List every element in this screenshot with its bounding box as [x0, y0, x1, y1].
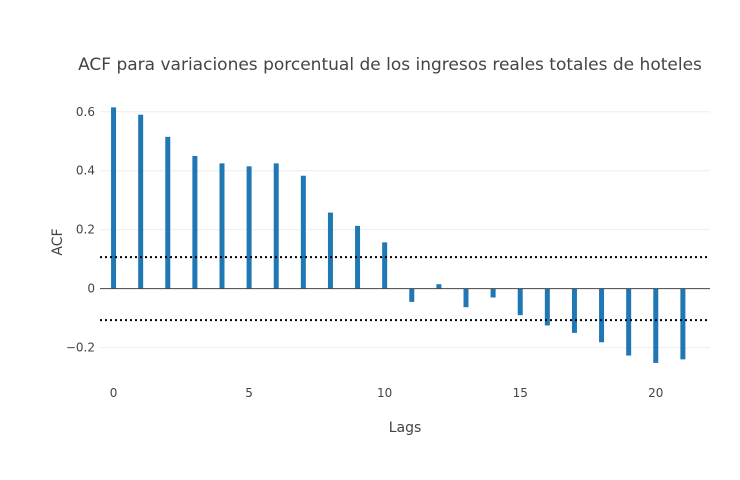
y-tick-label: 0.2 — [76, 223, 95, 237]
y-gridlines — [100, 111, 710, 349]
bars — [111, 107, 686, 363]
acf-bar — [111, 107, 117, 289]
acf-bar — [192, 156, 198, 289]
acf-bar — [436, 284, 442, 289]
acf-bar — [653, 288, 659, 363]
acf-bar — [626, 288, 632, 356]
acf-bar — [273, 163, 279, 289]
x-axis-title: Lags — [389, 420, 422, 436]
acf-bar — [165, 136, 171, 289]
y-axis-title: ACF — [50, 228, 66, 255]
chart-title: ACF para variaciones porcentual de los i… — [78, 55, 702, 75]
acf-bar — [517, 288, 523, 316]
y-tick-label: −0.2 — [66, 341, 95, 355]
acf-bar — [300, 175, 306, 289]
acf-bar — [382, 242, 388, 289]
y-tick-labels: 0.6 0.4 0.2 0 −0.2 — [66, 105, 95, 355]
acf-bar — [219, 163, 225, 289]
acf-bar — [246, 166, 252, 289]
x-tick-label: 15 — [513, 386, 528, 400]
x-tick-label: 10 — [377, 386, 392, 400]
acf-bar — [571, 288, 577, 333]
acf-bar — [544, 288, 550, 326]
y-tick-label: 0 — [87, 282, 95, 296]
x-tick-label: 20 — [648, 386, 663, 400]
x-tick-labels: 0 5 10 15 20 — [110, 386, 664, 400]
confidence-bands — [100, 256, 710, 322]
acf-bar — [463, 288, 469, 308]
acf-bar — [680, 288, 686, 360]
x-tick-label: 5 — [245, 386, 253, 400]
acf-bar — [138, 114, 144, 289]
y-tick-label: 0.4 — [76, 164, 95, 178]
y-tick-label: 0.6 — [76, 105, 95, 119]
acf-bar — [599, 288, 605, 343]
acf-bar — [490, 288, 496, 298]
acf-bar — [409, 288, 415, 302]
acf-bar — [355, 225, 361, 289]
x-tick-label: 0 — [110, 386, 118, 400]
acf-bar — [327, 212, 333, 289]
